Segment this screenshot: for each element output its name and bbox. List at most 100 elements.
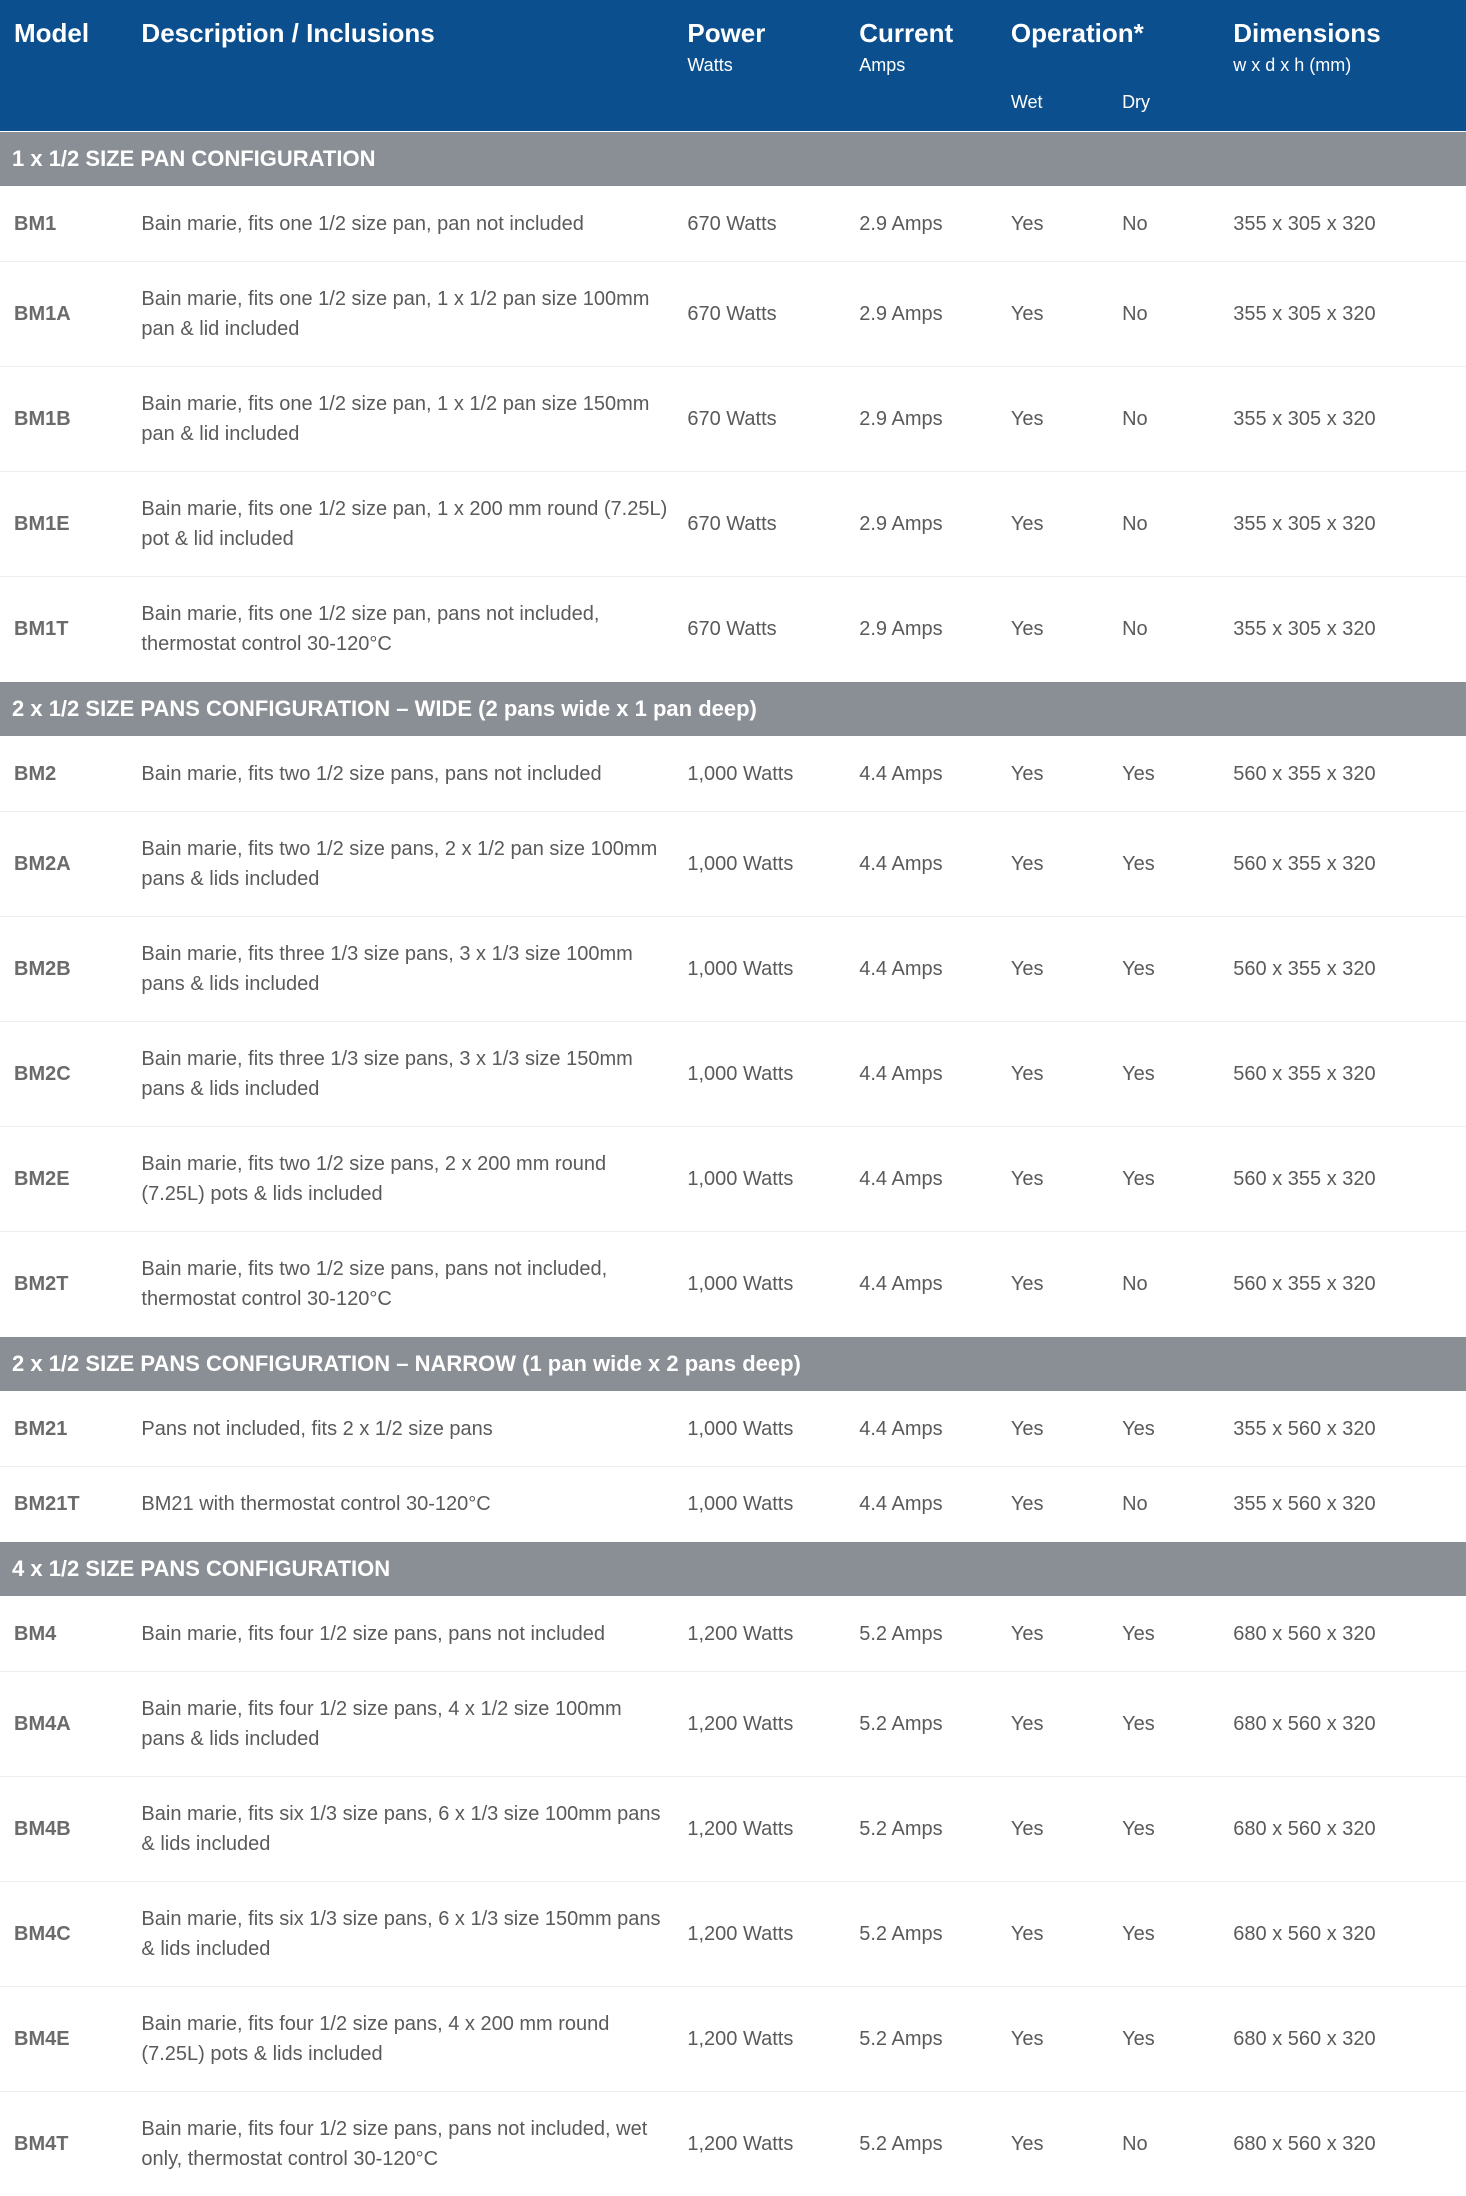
cell-model: BM4C [0,1882,131,1987]
cell-dimensions: 355 x 305 x 320 [1223,262,1466,367]
col-header-operation: Operation* [1001,0,1223,86]
col-header-desc: Description / Inclusions [131,0,677,86]
cell-description: Bain marie, fits one 1/2 size pan, 1 x 2… [131,472,677,577]
table-row: BM21Pans not included, fits 2 x 1/2 size… [0,1392,1466,1467]
spec-table-container: Model Description / Inclusions Power Wat… [0,0,1466,2196]
cell-description: Bain marie, fits two 1/2 size pans, 2 x … [131,812,677,917]
table-row: BM2Bain marie, fits two 1/2 size pans, p… [0,737,1466,812]
cell-current: 2.9 Amps [849,577,1001,682]
cell-operation-wet: Yes [1001,917,1112,1022]
cell-dimensions: 560 x 355 x 320 [1223,812,1466,917]
cell-operation-dry: Yes [1112,1987,1223,2092]
cell-model: BM2C [0,1022,131,1127]
cell-model: BM21T [0,1467,131,1542]
cell-current: 4.4 Amps [849,1022,1001,1127]
cell-description: Bain marie, fits two 1/2 size pans, 2 x … [131,1127,677,1232]
col-header-current: Current Amps [849,0,1001,86]
cell-current: 5.2 Amps [849,1987,1001,2092]
cell-model: BM2E [0,1127,131,1232]
cell-power: 1,000 Watts [677,812,849,917]
table-row: BM2TBain marie, fits two 1/2 size pans, … [0,1232,1466,1337]
cell-description: Bain marie, fits two 1/2 size pans, pans… [131,737,677,812]
table-row: BM1TBain marie, fits one 1/2 size pan, p… [0,577,1466,682]
cell-operation-wet: Yes [1001,262,1112,367]
table-row: BM1ABain marie, fits one 1/2 size pan, 1… [0,262,1466,367]
spec-table: Model Description / Inclusions Power Wat… [0,0,1466,2196]
section-header: 2 x 1/2 SIZE PANS CONFIGURATION – NARROW… [0,1337,1466,1392]
cell-power: 1,000 Watts [677,1232,849,1337]
cell-model: BM2A [0,812,131,917]
col-header-desc-label: Description / Inclusions [141,18,434,48]
cell-operation-wet: Yes [1001,1777,1112,1882]
cell-current: 2.9 Amps [849,262,1001,367]
cell-dimensions: 680 x 560 x 320 [1223,1777,1466,1882]
cell-dimensions: 680 x 560 x 320 [1223,1882,1466,1987]
cell-dimensions: 560 x 355 x 320 [1223,1022,1466,1127]
cell-operation-dry: Yes [1112,812,1223,917]
cell-current: 5.2 Amps [849,1597,1001,1672]
cell-operation-dry: No [1112,2092,1223,2196]
cell-operation-wet: Yes [1001,1022,1112,1127]
cell-dimensions: 355 x 560 x 320 [1223,1467,1466,1542]
cell-operation-wet: Yes [1001,187,1112,262]
section-title: 2 x 1/2 SIZE PANS CONFIGURATION – NARROW… [0,1337,1466,1392]
cell-model: BM1 [0,187,131,262]
section-title: 4 x 1/2 SIZE PANS CONFIGURATION [0,1542,1466,1597]
cell-model: BM4E [0,1987,131,2092]
cell-operation-wet: Yes [1001,1597,1112,1672]
cell-description: Bain marie, fits one 1/2 size pan, pans … [131,577,677,682]
col-header-dimensions: Dimensions w x d x h (mm) [1223,0,1466,86]
cell-model: BM4T [0,2092,131,2196]
table-row: BM2CBain marie, fits three 1/3 size pans… [0,1022,1466,1127]
cell-dimensions: 355 x 305 x 320 [1223,367,1466,472]
cell-operation-dry: Yes [1112,1392,1223,1467]
cell-current: 5.2 Amps [849,1882,1001,1987]
col-header-power-sub: Watts [687,55,839,76]
col-header-power: Power Watts [677,0,849,86]
cell-dimensions: 680 x 560 x 320 [1223,1597,1466,1672]
cell-description: Bain marie, fits two 1/2 size pans, pans… [131,1232,677,1337]
cell-operation-dry: Yes [1112,1882,1223,1987]
cell-current: 4.4 Amps [849,1127,1001,1232]
cell-power: 1,000 Watts [677,1467,849,1542]
cell-model: BM2T [0,1232,131,1337]
cell-power: 1,000 Watts [677,1127,849,1232]
cell-power: 1,000 Watts [677,737,849,812]
cell-model: BM1E [0,472,131,577]
cell-power: 1,200 Watts [677,1777,849,1882]
cell-operation-wet: Yes [1001,1987,1112,2092]
cell-operation-dry: No [1112,367,1223,472]
col-header-dimensions-sub: w x d x h (mm) [1233,55,1456,76]
table-row: BM4CBain marie, fits six 1/3 size pans, … [0,1882,1466,1987]
cell-current: 5.2 Amps [849,1777,1001,1882]
table-row: BM4BBain marie, fits six 1/3 size pans, … [0,1777,1466,1882]
cell-operation-dry: No [1112,262,1223,367]
cell-operation-wet: Yes [1001,1232,1112,1337]
cell-power: 1,200 Watts [677,2092,849,2196]
cell-operation-wet: Yes [1001,1127,1112,1232]
cell-description: Bain marie, fits three 1/3 size pans, 3 … [131,1022,677,1127]
cell-operation-dry: Yes [1112,1777,1223,1882]
cell-operation-wet: Yes [1001,812,1112,917]
cell-operation-dry: Yes [1112,1022,1223,1127]
col-header-power-label: Power [687,18,765,48]
cell-dimensions: 355 x 305 x 320 [1223,472,1466,577]
table-row: BM2ABain marie, fits two 1/2 size pans, … [0,812,1466,917]
cell-dimensions: 560 x 355 x 320 [1223,1127,1466,1232]
cell-dimensions: 355 x 305 x 320 [1223,577,1466,682]
cell-dimensions: 560 x 355 x 320 [1223,737,1466,812]
cell-description: Bain marie, fits six 1/3 size pans, 6 x … [131,1882,677,1987]
cell-power: 1,000 Watts [677,1392,849,1467]
col-header-model: Model [0,0,131,86]
col-header-current-label: Current [859,18,953,48]
cell-current: 4.4 Amps [849,1392,1001,1467]
cell-model: BM1T [0,577,131,682]
cell-description: Bain marie, fits one 1/2 size pan, pan n… [131,187,677,262]
cell-operation-dry: Yes [1112,1597,1223,1672]
cell-dimensions: 355 x 560 x 320 [1223,1392,1466,1467]
table-row: BM2BBain marie, fits three 1/3 size pans… [0,917,1466,1022]
cell-model: BM4 [0,1597,131,1672]
cell-current: 2.9 Amps [849,472,1001,577]
cell-current: 5.2 Amps [849,1672,1001,1777]
table-row: BM4ABain marie, fits four 1/2 size pans,… [0,1672,1466,1777]
